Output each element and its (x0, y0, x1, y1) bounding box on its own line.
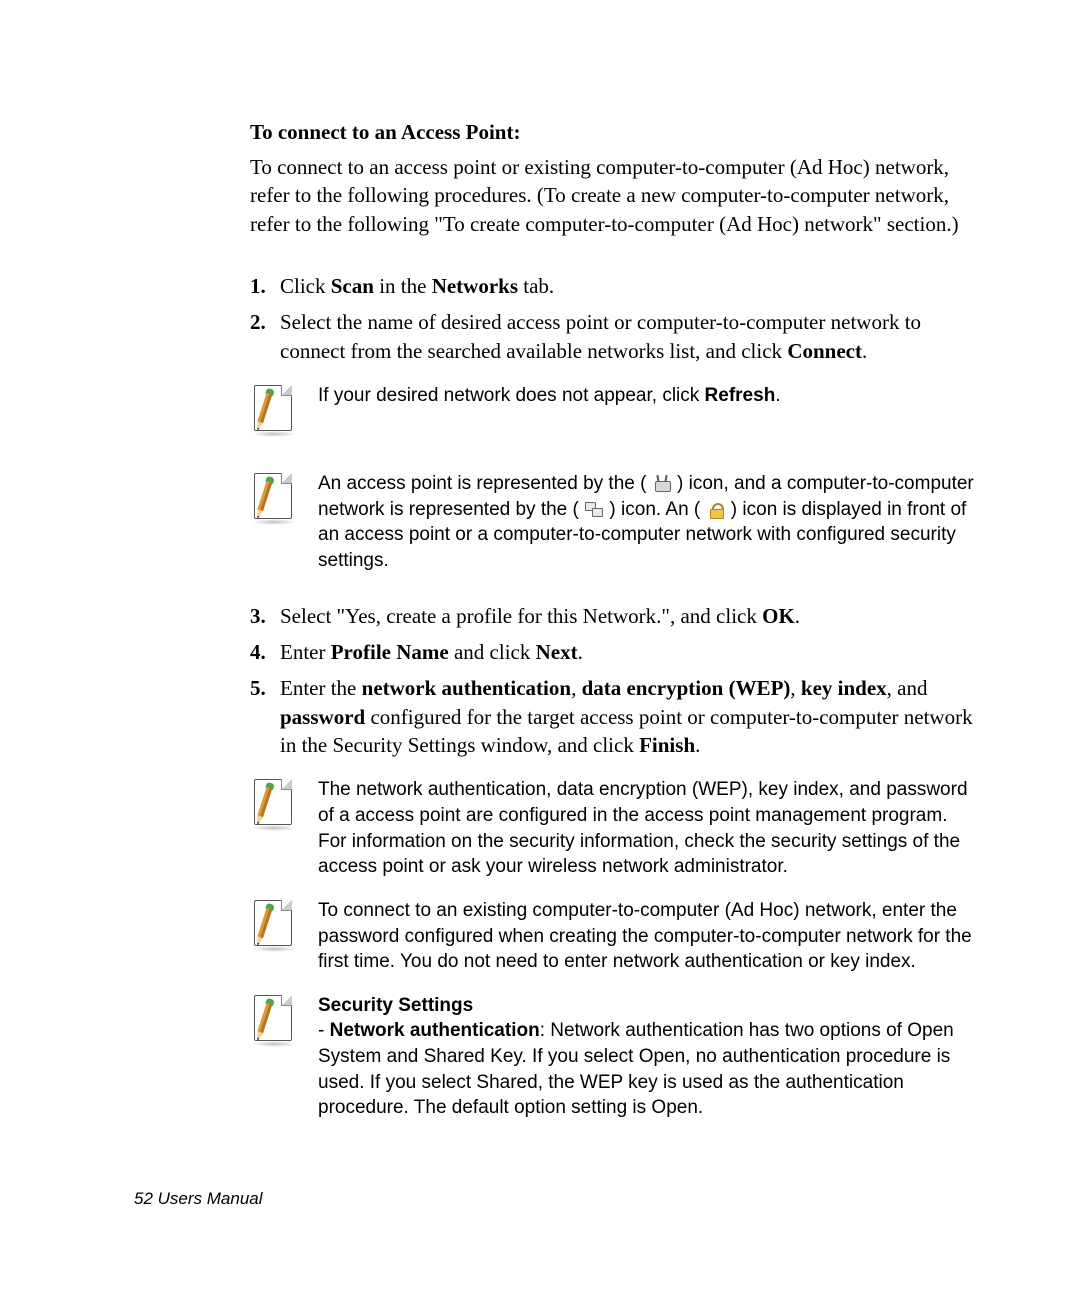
text-run: - (318, 1020, 330, 1041)
note-security-settings: Security Settings - Network authenticati… (250, 993, 980, 1121)
page-content: To connect to an Access Point: To connec… (0, 0, 1080, 1121)
text-run: , (571, 676, 582, 700)
bold-run: data encryption (WEP) (582, 676, 791, 700)
text-run: . (862, 339, 867, 363)
page-footer: 52 Users Manual (134, 1189, 263, 1209)
access-point-icon (653, 476, 671, 492)
note-icons-explained: An access point is represented by the ( … (250, 471, 980, 574)
text-run: Enter the (280, 676, 362, 700)
bold-run: Finish (639, 733, 695, 757)
section-heading: To connect to an Access Point: (250, 120, 980, 145)
text-run: in the (374, 274, 432, 298)
note-adhoc-password: To connect to an existing computer-to-co… (250, 898, 980, 975)
text-run: . (578, 640, 583, 664)
step-3: 3. Select "Yes, create a profile for thi… (250, 602, 980, 630)
bold-run: password (280, 705, 365, 729)
text-run: If your desired network does not appear,… (318, 385, 705, 406)
note-subheading: Security Settings (318, 995, 473, 1016)
step-5: 5. Enter the network authentication, dat… (250, 674, 980, 759)
steps-list-part2: 3. Select "Yes, create a profile for thi… (250, 602, 980, 760)
page-number: 52 (134, 1189, 153, 1208)
text-run: . (775, 385, 780, 406)
steps-list-part1: 1. Click Scan in the Networks tab. 2. Se… (250, 272, 980, 365)
bold-run: key index (801, 676, 887, 700)
note-text: If your desired network does not appear,… (318, 383, 980, 441)
note-icon-cell (250, 777, 318, 880)
pencil-note-icon (250, 471, 300, 529)
bold-run: Connect (787, 339, 862, 363)
note-security-info: The network authentication, data encrypt… (250, 777, 980, 880)
step-text: Select "Yes, create a profile for this N… (280, 602, 980, 630)
step-1: 1. Click Scan in the Networks tab. (250, 272, 980, 300)
note-text: An access point is represented by the ( … (318, 471, 980, 574)
note-refresh: If your desired network does not appear,… (250, 383, 980, 441)
step-text: Select the name of desired access point … (280, 308, 980, 365)
manual-label: Users Manual (158, 1189, 263, 1208)
step-2: 2. Select the name of desired access poi… (250, 308, 980, 365)
step-number: 3. (250, 602, 280, 630)
text-run: Select "Yes, create a profile for this N… (280, 604, 762, 628)
note-icon-cell (250, 898, 318, 975)
note-text: The network authentication, data encrypt… (318, 777, 980, 880)
note-text: To connect to an existing computer-to-co… (318, 898, 980, 975)
pencil-note-icon (250, 898, 300, 956)
intro-paragraph: To connect to an access point or existin… (250, 153, 980, 238)
security-lock-icon (707, 502, 725, 518)
pencil-note-icon (250, 777, 300, 835)
bold-run: Network authentication (330, 1020, 540, 1041)
bold-run: network authentication (362, 676, 571, 700)
text-run: tab. (518, 274, 554, 298)
bold-run: Profile Name (331, 640, 449, 664)
bold-run: OK (762, 604, 795, 628)
step-text: Enter the network authentication, data e… (280, 674, 980, 759)
text-run: ) icon. An ( (604, 499, 705, 520)
text-run: , (790, 676, 801, 700)
text-run: Enter (280, 640, 331, 664)
pencil-note-icon (250, 383, 300, 441)
step-number: 1. (250, 272, 280, 300)
pencil-note-icon (250, 993, 300, 1051)
note-icon-cell (250, 471, 318, 574)
text-run: configured for the target access point o… (280, 705, 973, 757)
step-number: 2. (250, 308, 280, 365)
text-run: . (695, 733, 700, 757)
step-4: 4. Enter Profile Name and click Next. (250, 638, 980, 666)
step-number: 4. (250, 638, 280, 666)
text-run: and click (449, 640, 536, 664)
bold-run: Networks (432, 274, 518, 298)
step-number: 5. (250, 674, 280, 759)
bold-run: Next (536, 640, 578, 664)
note-icon-cell (250, 993, 318, 1121)
note-icon-cell (250, 383, 318, 441)
text-run: Click (280, 274, 331, 298)
text-run: . (795, 604, 800, 628)
text-run: An access point is represented by the ( (318, 473, 652, 494)
bold-run: Refresh (705, 385, 776, 406)
adhoc-network-icon (585, 502, 603, 518)
bold-run: Scan (331, 274, 374, 298)
text-run: , and (887, 676, 928, 700)
note-text: Security Settings - Network authenticati… (318, 993, 980, 1121)
step-text: Enter Profile Name and click Next. (280, 638, 980, 666)
step-text: Click Scan in the Networks tab. (280, 272, 980, 300)
